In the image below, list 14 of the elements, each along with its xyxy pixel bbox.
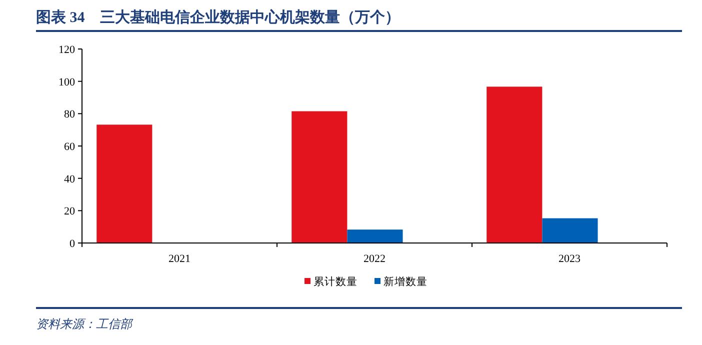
y-tick-label: 80 [64, 108, 76, 121]
text: 资料来源：工信部 [36, 317, 134, 331]
x-tick-label: 2022 [364, 253, 386, 265]
x-tick-label: 2021 [168, 253, 190, 265]
y-tick-label: 120 [58, 44, 76, 56]
y-tick-label: 100 [58, 76, 76, 88]
y-tick-label: 0 [70, 238, 76, 250]
legend-label: 新增数量 [384, 275, 428, 288]
y-tick-label: 20 [64, 206, 76, 218]
y-tick-label: 60 [64, 141, 76, 153]
title: 图表 34 三大基础电信企业数据中心机架数量（万个） [36, 10, 400, 26]
y-tick-label: 40 [64, 173, 76, 186]
x-tick-label: 2023 [558, 253, 581, 265]
legend-label: 累计数量 [314, 275, 358, 288]
